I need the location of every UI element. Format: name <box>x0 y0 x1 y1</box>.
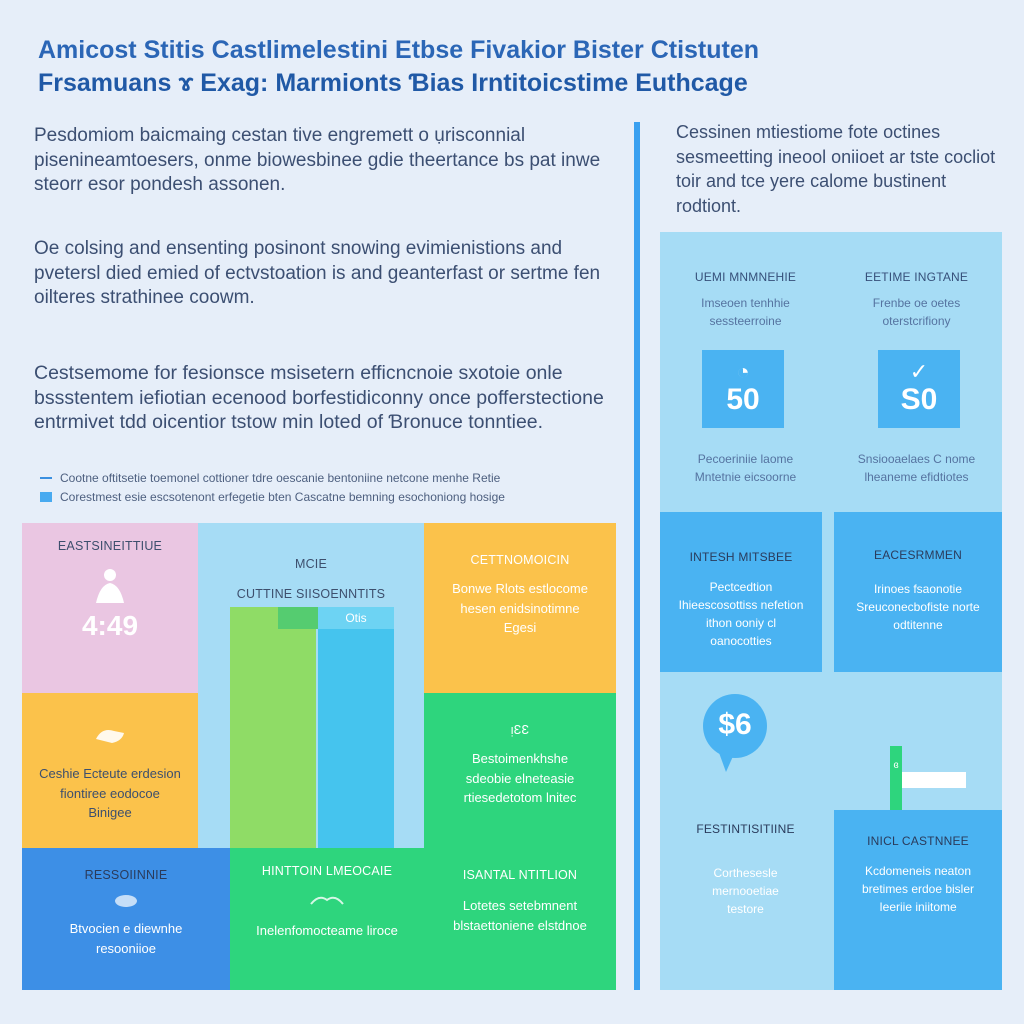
right-low1-body: Corthesesle mernooetiae testore <box>712 866 779 916</box>
tile-center-chart: Mcie Cuttine Siisoenntits Otis <box>198 523 424 848</box>
tile-green-right-bottom-head: Isantal ntitlion <box>462 868 578 882</box>
right-col2-foot: Snsiooaelaes C nome lheaneme efidtiotes <box>857 452 976 484</box>
tile-yellow-top: Cettnomoicin Bonwe Rlots estlocome hesen… <box>424 523 616 693</box>
tile-yellow-left-body: Ceshie Ecteute erdesion fiontiree eodoco… <box>39 766 181 820</box>
coin-icon: ◔ <box>736 359 750 384</box>
cloud-icon <box>115 895 137 907</box>
right-col1: Uemi mnmnehie Imseoen tenhhie sessteerro… <box>660 270 831 330</box>
intro-paragraph-3: Cestsemome for fesionsce msisetern effic… <box>34 362 604 433</box>
blue-bar-label: Otis <box>318 607 394 629</box>
green-bar-cap <box>278 607 318 629</box>
tile-green-right: ᴉɛɛ Bestoimenkhshe sdeobie elneteasie rt… <box>424 693 616 848</box>
legend: Cootne oftitsetie toemonel cottioner tdr… <box>40 468 620 506</box>
hand-icon <box>96 730 124 743</box>
tile-blue-left: Ressoiinnie Btvocien e diewnhe resooniio… <box>22 848 230 990</box>
legend-line-label: Cootne oftitsetie toemonel cottioner tdr… <box>60 470 501 485</box>
title-line-1: Amicost Stitis Castlimelestini Etbse Fiv… <box>38 36 760 64</box>
right-low2-head: Inicl Castnnee <box>867 834 969 848</box>
tile-pink-head: Eastsineittiue <box>57 539 163 553</box>
right-mid2-head: Eacesrmmen <box>873 548 962 562</box>
tile-blue-left-head: Ressoiinnie <box>84 868 168 882</box>
right-col2: Eetime Ingtane Frenbe oe oetes oterstcri… <box>831 270 1002 330</box>
mini-green-bar <box>890 746 902 810</box>
tile-yellow-top-head: Cettnomoicin <box>470 553 570 567</box>
right-mid1-head: Intesh mitsbee <box>689 550 793 564</box>
green-bar <box>230 607 316 848</box>
blue-bar <box>318 607 394 848</box>
tile-green-right-bottom-body: Lotetes setebmnent blstaettoniene elstdn… <box>453 898 587 933</box>
intro-paragraph-2: Oe colsing and ensenting posinont snowin… <box>34 238 601 308</box>
right-panel: Uemi mnmnehie Imseoen tenhhie sessteerro… <box>660 232 1002 990</box>
tile-green-right-bottom: Isantal ntitlion Lotetes setebmnent blst… <box>424 848 616 990</box>
legend-item-line: Cootne oftitsetie toemonel cottioner tdr… <box>40 468 620 487</box>
legend-item-box: Corestmest esie escsotenont erfegetie bt… <box>40 487 620 506</box>
right-mid2-body: Irinoes fsaonotie Sreuconecbofiste norte… <box>856 582 980 632</box>
stat-box-2: ✓ S0 <box>878 350 960 428</box>
tag-icon: ✓ <box>909 359 929 384</box>
tile-green-right-head: ᴉɛɛ <box>510 723 530 737</box>
right-low1: Festintisitiine Corthesesle mernooetiae … <box>660 822 831 918</box>
tile-green-right-body: Bestoimenkhshe sdeobie elneteasie rtiese… <box>463 751 577 805</box>
right-low1-head: Festintisitiine <box>696 822 795 836</box>
right-low2-body: Kcdomeneis neaton bretimes erdoe bisler … <box>861 864 975 914</box>
tile-yellow-top-body: Bonwe Rlots estlocome hesen enidsinotimn… <box>452 581 588 635</box>
coin-bubble-value: $6 <box>718 708 752 741</box>
tile-green-mid: Hinttoin Lmeocaie Inelenfomocteame liroc… <box>230 848 424 990</box>
tile-pink: Eastsineittiue 4:49 <box>22 523 198 693</box>
person-icon <box>96 569 124 603</box>
tile-pink-value: 4:49 <box>81 610 139 641</box>
tile-center-head1: Mcie <box>294 557 328 571</box>
page-title: Amicost Stitis Castlimelestini Etbse Fiv… <box>38 34 988 100</box>
mini-white-bar <box>902 772 966 788</box>
right-col1-body: Imseoen tenhhie sessteerroine <box>701 296 790 328</box>
right-col2-body: Frenbe oe oetes oterstcrifiony <box>872 296 961 328</box>
tile-blue-left-body: Btvocien e diewnhe resooniioe <box>69 921 183 956</box>
coin-bubble-icon <box>703 694 767 772</box>
tile-green-mid-head: Hinttoin Lmeocaie <box>261 864 393 878</box>
mini-label: ɞ <box>893 760 899 771</box>
vertical-divider <box>634 122 640 990</box>
right-mid2: Eacesrmmen Irinoes fsaonotie Sreuconecbo… <box>834 512 1002 672</box>
tile-center-head2: Cuttine Siisoenntits <box>236 587 386 601</box>
stat-box-1-value: 50 <box>726 383 760 416</box>
tile-yellow-left: Ceshie Ecteute erdesion fiontiree eodoco… <box>22 693 198 848</box>
stat-box-2-value: S0 <box>900 383 938 416</box>
title-line-2: Frsamuans ɤ Exag: Marmionts Ɓias Irntito… <box>38 69 748 97</box>
right-mid1: Intesh mitsbee Pectcedtion Ihieescosotti… <box>660 512 822 672</box>
intro-paragraph-1: Pesdomiom baicmaing cestan tive engremet… <box>34 125 601 195</box>
tile-green-mid-body: Inelenfomocteame liroce <box>256 923 398 938</box>
right-mid1-body: Pectcedtion Ihieescosottiss nefetion ith… <box>678 580 804 648</box>
stat-box-1: ◔ 50 <box>702 350 784 428</box>
right-col1-head: Uemi mnmnehie <box>694 270 797 284</box>
sidebar-note: Cessinen mtiestiome fote octines sesmeet… <box>676 122 996 216</box>
line-swatch-icon <box>40 476 52 479</box>
right-col1-foot: Pecoeriniie laome Mntetnie eicsoorne <box>694 452 797 484</box>
box-swatch-icon <box>40 491 52 502</box>
right-low2: Inicl Castnnee Kcdomeneis neaton bretime… <box>834 810 1002 990</box>
right-col2-head: Eetime Ingtane <box>864 270 969 284</box>
handshake-icon <box>310 896 344 905</box>
legend-box-label: Corestmest esie escsotenont erfegetie bt… <box>60 489 505 504</box>
